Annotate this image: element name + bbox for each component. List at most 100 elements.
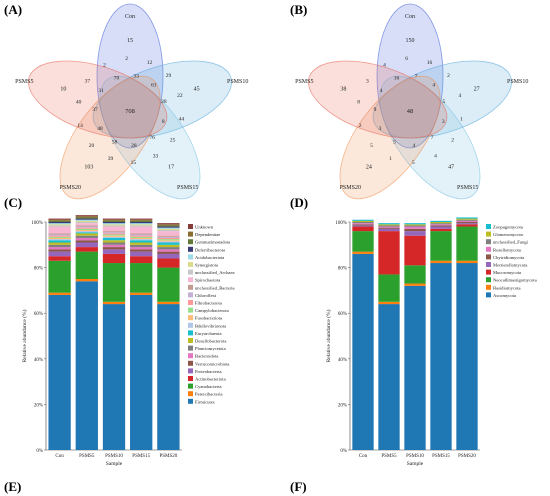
bar-segment <box>75 247 98 252</box>
venn-set-ellipse <box>92 60 232 139</box>
bar-segment <box>75 220 98 222</box>
bar-segment <box>102 226 126 232</box>
bar-segment <box>157 224 180 226</box>
bar-segment <box>130 220 153 222</box>
bar-segment <box>75 218 98 220</box>
bar-segment <box>130 223 153 225</box>
venn-set-ellipse <box>99 75 201 200</box>
venn-set-name: Con <box>125 14 135 20</box>
venn-shared-count: 5 <box>443 99 446 105</box>
venn-set-ellipse <box>376 3 444 149</box>
bar-segment <box>75 215 98 217</box>
bar-segment <box>456 260 478 264</box>
legend-swatch <box>486 231 491 237</box>
venn-shared-count: 5 <box>370 143 373 149</box>
bar-segment <box>130 244 153 248</box>
bar-segment <box>352 253 374 450</box>
legend-label: Verrucomicrobiota <box>195 361 229 366</box>
bar-segment <box>157 226 180 228</box>
y-tick-label: 20% <box>34 403 43 408</box>
bar-segment <box>157 267 180 302</box>
bar-segment <box>75 251 98 279</box>
legend-label: Zoopagomycota <box>493 225 523 230</box>
legend-label: Rozellomycota <box>493 247 521 252</box>
bar-segment <box>157 241 180 243</box>
legend-swatch <box>188 322 193 328</box>
legend-label: Spirochaetota <box>195 278 220 283</box>
bar-segment <box>378 274 400 302</box>
legend-swatch <box>188 269 193 275</box>
venn-shared-count: 1 <box>460 116 463 122</box>
venn-set-name: Con <box>405 14 415 20</box>
bar-segment <box>75 237 98 241</box>
bar-segment <box>48 224 71 226</box>
bar-segment <box>102 222 126 224</box>
y-tick-label: 0% <box>340 449 347 454</box>
venn-shared-count: 8 <box>357 100 360 106</box>
x-tick-label: PSMS20 <box>458 454 476 459</box>
venn-shared-count: 2 <box>125 56 128 62</box>
venn-set-ellipse <box>59 75 161 200</box>
legend-swatch <box>188 239 193 245</box>
x-axis-label: Sample <box>106 461 123 467</box>
legend-label: Glomeromycota <box>493 232 523 237</box>
bar-segment <box>48 260 71 293</box>
venn-shared-count: 4 <box>380 88 383 94</box>
venn-diagram-a: ConPSMS10PSMS15PSMS20PSMS515451710310708… <box>15 3 248 200</box>
bar-segment <box>102 242 126 245</box>
venn-set-ellipse <box>379 75 481 200</box>
bar-segment <box>130 239 153 241</box>
venn-set-ellipse <box>28 60 168 139</box>
venn-set-name: PSMS5 <box>295 79 313 85</box>
venn-shared-count: 14 <box>77 123 83 129</box>
bar-segment <box>157 258 180 268</box>
legend-label: Dependentiae <box>195 232 220 237</box>
bar-segment <box>157 247 180 250</box>
venn-unique-count: 24 <box>366 165 372 171</box>
x-tick-label: PSMS15 <box>432 454 450 459</box>
legend-label: Desulfobacterota <box>195 339 226 344</box>
bar-segment <box>130 256 153 264</box>
venn-shared-count: 6 <box>405 56 408 62</box>
bar-segment <box>75 225 98 227</box>
venn-shared-count: 12 <box>147 60 153 66</box>
bar-segment <box>430 220 452 222</box>
venn-unique-count: 38 <box>340 86 346 92</box>
venn-set-name: PSMS5 <box>15 79 33 85</box>
bar-segment <box>48 240 71 243</box>
bar-segment <box>157 301 180 305</box>
x-tick-label: Con <box>55 454 64 459</box>
bar-segment <box>352 225 374 227</box>
venn-set-name: PSMS20 <box>340 185 361 191</box>
bar-segment <box>75 242 98 248</box>
legend-label: unclassified_Bacteria <box>195 285 235 290</box>
venn-shared-count: 4 <box>413 143 416 149</box>
bar-segment <box>48 247 71 250</box>
bar-segment <box>378 227 400 229</box>
x-tick-label: Con <box>359 454 368 459</box>
legend-label: Fibrobacterota <box>195 301 222 306</box>
bar-segment <box>430 231 452 261</box>
bar-segment <box>102 237 126 241</box>
bar-segment <box>404 225 426 227</box>
venn-shared-count: 33 <box>153 153 159 159</box>
y-tick-label: 40% <box>338 358 347 363</box>
x-tick-label: PSMS20 <box>160 454 178 459</box>
bar-segment <box>102 301 126 305</box>
bar-segment <box>48 239 71 241</box>
legend-swatch <box>188 391 193 397</box>
venn-shared-count: 28 <box>131 143 137 149</box>
bar-segment <box>48 219 71 221</box>
bar-segment <box>456 226 478 261</box>
legend-label: Campylobacterota <box>195 308 229 313</box>
venn-shared-count: 61 <box>151 82 157 88</box>
y-tick-label: 0% <box>36 449 43 454</box>
panel-label-a: (A) <box>4 2 22 17</box>
bar-segment <box>157 229 180 232</box>
bar-segment <box>130 236 153 238</box>
legend-label: Planctomycetota <box>195 346 226 351</box>
venn-shared-count: 25 <box>170 138 176 144</box>
bar-segment <box>456 217 478 219</box>
venn-set-ellipse <box>372 60 512 139</box>
bar-segment <box>102 236 126 238</box>
